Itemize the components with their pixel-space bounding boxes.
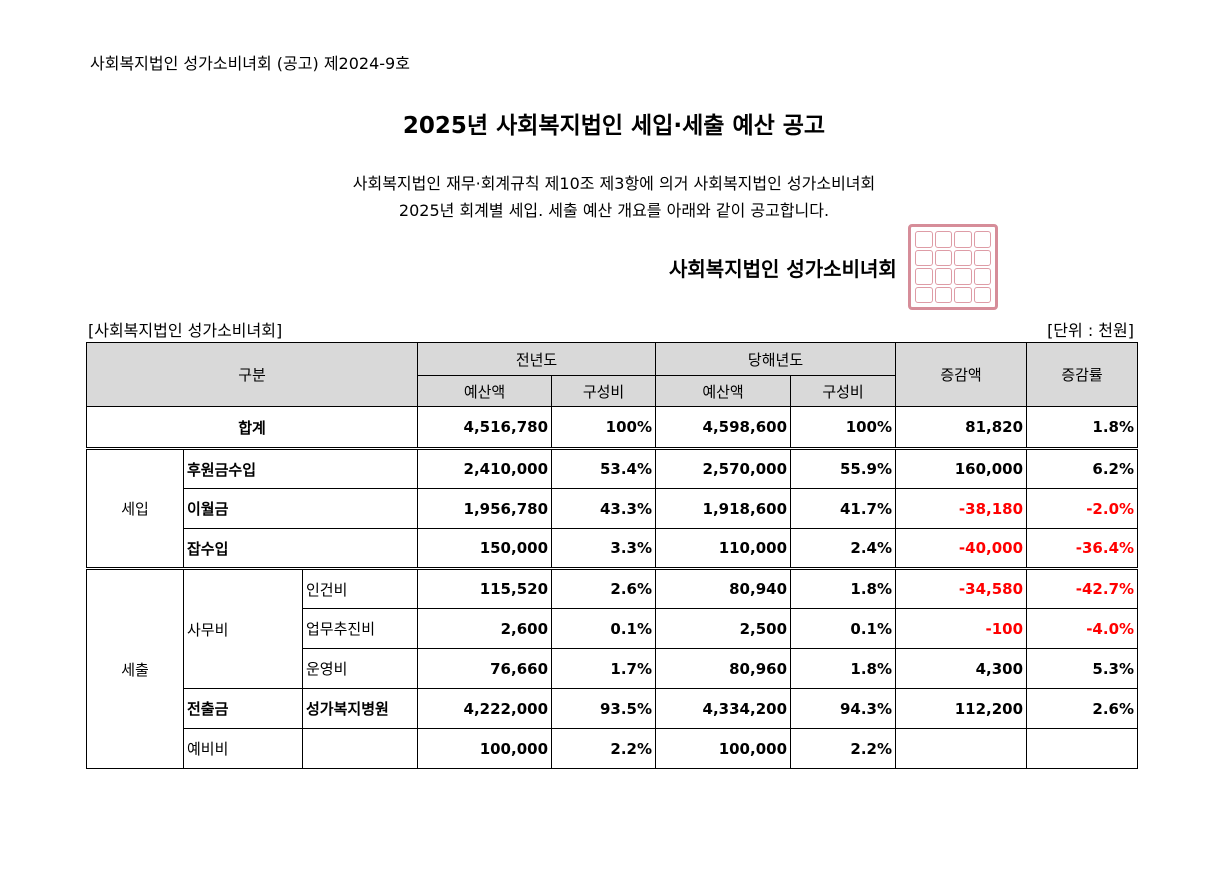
cur-budget-cell: 80,940 [655, 567, 792, 609]
table-row: 운영비 76,660 1.7% 80,960 1.8% 4,300 5.3% [87, 648, 1139, 689]
total-label: 합계 [85, 406, 419, 449]
cur-ratio-cell: 94.3% [790, 688, 897, 729]
row-item-label: 잡수입 [182, 528, 419, 569]
budget-table: 구분 전년도 당해년도 증감액 증감률 예산액 구성비 예산액 구성비 합계 4… [85, 342, 1139, 769]
prev-budget-cell: 76,660 [417, 648, 553, 689]
change-amount-cell: -100 [895, 608, 1028, 649]
row-item-label: 이월금 [182, 488, 419, 529]
change-rate-cell: -2.0% [1026, 488, 1139, 529]
header-prev-ratio: 구성비 [551, 375, 657, 407]
total-row: 합계 4,516,780 100% 4,598,600 100% 81,820 … [85, 406, 1139, 449]
change-amount-cell: -40,000 [895, 528, 1028, 569]
header-row-1: 구분 전년도 당해년도 증감액 증감률 [85, 342, 1139, 407]
table-row: 세출 사무비 인건비 115,520 2.6% 80,940 1.8% -34,… [86, 567, 1139, 769]
row-item-label [301, 728, 419, 769]
row-item-label: 후원금수입 [182, 447, 419, 489]
change-amount-cell: -34,580 [895, 567, 1028, 609]
total-cur-budget: 4,598,600 [655, 406, 792, 449]
office-expense-label: 사무비 [183, 567, 303, 689]
table-row: 이월금 1,956,780 43.3% 1,918,600 41.7% -38,… [87, 488, 1139, 529]
header-prev-year: 전년도 [417, 342, 657, 376]
cur-budget-cell: 1,918,600 [655, 488, 792, 529]
page-title: 2025년 사회복지법인 세입·세출 예산 공고 [402, 113, 826, 139]
prev-ratio-cell: 1.7% [551, 648, 657, 689]
change-rate-cell: -36.4% [1026, 528, 1139, 569]
notice-number: 사회복지법인 성가소비녀회 (공고) 제2024-9호 [90, 54, 410, 73]
change-rate-cell: 2.6% [1026, 688, 1139, 729]
row-item-label: 운영비 [301, 648, 419, 689]
header-cur-budget: 예산액 [655, 375, 792, 407]
cur-ratio-cell: 0.1% [790, 608, 897, 649]
revenue-group-label: 세입 [86, 447, 184, 569]
prev-ratio-cell: 3.3% [551, 528, 657, 569]
cur-ratio-cell: 2.2% [790, 728, 897, 769]
cur-budget-cell: 2,570,000 [655, 447, 792, 489]
change-rate-cell: -4.0% [1026, 608, 1139, 649]
organization-signature: 사회복지법인 성가소비녀회 [669, 257, 897, 281]
intro-line-2: 2025년 회계별 세입. 세출 예산 개요를 아래와 같이 공고합니다. [398, 201, 830, 220]
cur-ratio-cell: 41.7% [790, 488, 897, 529]
change-amount-cell: 160,000 [895, 447, 1028, 489]
prev-budget-cell: 150,000 [417, 528, 553, 569]
table-row: 예비비 100,000 2.2% 100,000 2.2% [87, 728, 1139, 769]
cur-budget-cell: 80,960 [655, 648, 792, 689]
prev-ratio-cell: 43.3% [551, 488, 657, 529]
table-row: 전출금 성가복지병원 4,222,000 93.5% 4,334,200 94.… [87, 688, 1139, 729]
prev-ratio-cell: 0.1% [551, 608, 657, 649]
reserve-label: 예비비 [183, 728, 303, 769]
prev-budget-cell: 1,956,780 [417, 488, 553, 529]
table-row: 업무추진비 2,600 0.1% 2,500 0.1% -100 -4.0% [87, 608, 1139, 649]
cur-ratio-cell: 1.8% [790, 648, 897, 689]
header-cur-ratio: 구성비 [790, 375, 897, 407]
change-rate-cell: 6.2% [1026, 447, 1139, 489]
table-row: 잡수입 150,000 3.3% 110,000 2.4% -40,000 -3… [87, 528, 1139, 569]
change-rate-cell [1026, 728, 1139, 769]
change-amount-cell [895, 728, 1028, 769]
cur-ratio-cell: 2.4% [790, 528, 897, 569]
header-prev-budget: 예산액 [417, 375, 553, 407]
intro-line-1: 사회복지법인 재무·회계규칙 제10조 제3항에 의거 사회복지법인 성가소비녀… [352, 174, 876, 193]
header-change-rate: 증감률 [1026, 342, 1139, 407]
prev-ratio-cell: 2.6% [551, 567, 657, 609]
total-prev-ratio: 100% [551, 406, 657, 449]
change-amount-cell: 112,200 [895, 688, 1028, 729]
change-rate-cell: -42.7% [1026, 567, 1139, 609]
cur-budget-cell: 2,500 [655, 608, 792, 649]
prev-budget-cell: 115,520 [417, 567, 553, 609]
transfer-label: 전출금 [183, 688, 303, 729]
row-item-label: 성가복지병원 [301, 688, 419, 729]
prev-ratio-cell: 53.4% [551, 447, 657, 489]
header-change-amount: 증감액 [895, 342, 1028, 407]
total-change-rate: 1.8% [1026, 406, 1139, 449]
expense-group-label: 세출 [86, 567, 184, 769]
prev-ratio-cell: 2.2% [551, 728, 657, 769]
total-prev-budget: 4,516,780 [417, 406, 553, 449]
cur-ratio-cell: 1.8% [790, 567, 897, 609]
change-rate-cell: 5.3% [1026, 648, 1139, 689]
intro-text: 사회복지법인 재무·회계규칙 제10조 제3항에 의거 사회복지법인 성가소비녀… [0, 170, 1228, 224]
change-amount-cell: 4,300 [895, 648, 1028, 689]
prev-ratio-cell: 93.5% [551, 688, 657, 729]
cur-budget-cell: 100,000 [655, 728, 792, 769]
row-item-label: 인건비 [301, 567, 419, 609]
change-amount-cell: -38,180 [895, 488, 1028, 529]
cur-ratio-cell: 55.9% [790, 447, 897, 489]
header-category: 구분 [85, 342, 419, 407]
cur-budget-cell: 4,334,200 [655, 688, 792, 729]
prev-budget-cell: 2,410,000 [417, 447, 553, 489]
table-row: 세입 후원금수입 2,410,000 53.4% 2,570,000 55.9%… [86, 447, 1139, 569]
prev-budget-cell: 2,600 [417, 608, 553, 649]
cur-budget-cell: 110,000 [655, 528, 792, 569]
header-this-year: 당해년도 [655, 342, 897, 376]
total-change-amount: 81,820 [895, 406, 1028, 449]
unit-label: [단위 : 천원] [1047, 321, 1134, 340]
header-row-2: 예산액 구성비 예산액 구성비 [87, 375, 1138, 407]
total-cur-ratio: 100% [790, 406, 897, 449]
prev-budget-cell: 100,000 [417, 728, 553, 769]
row-item-label: 업무추진비 [301, 608, 419, 649]
organization-label: [사회복지법인 성가소비녀회] [88, 321, 283, 340]
official-seal-stamp [908, 224, 998, 310]
prev-budget-cell: 4,222,000 [417, 688, 553, 729]
